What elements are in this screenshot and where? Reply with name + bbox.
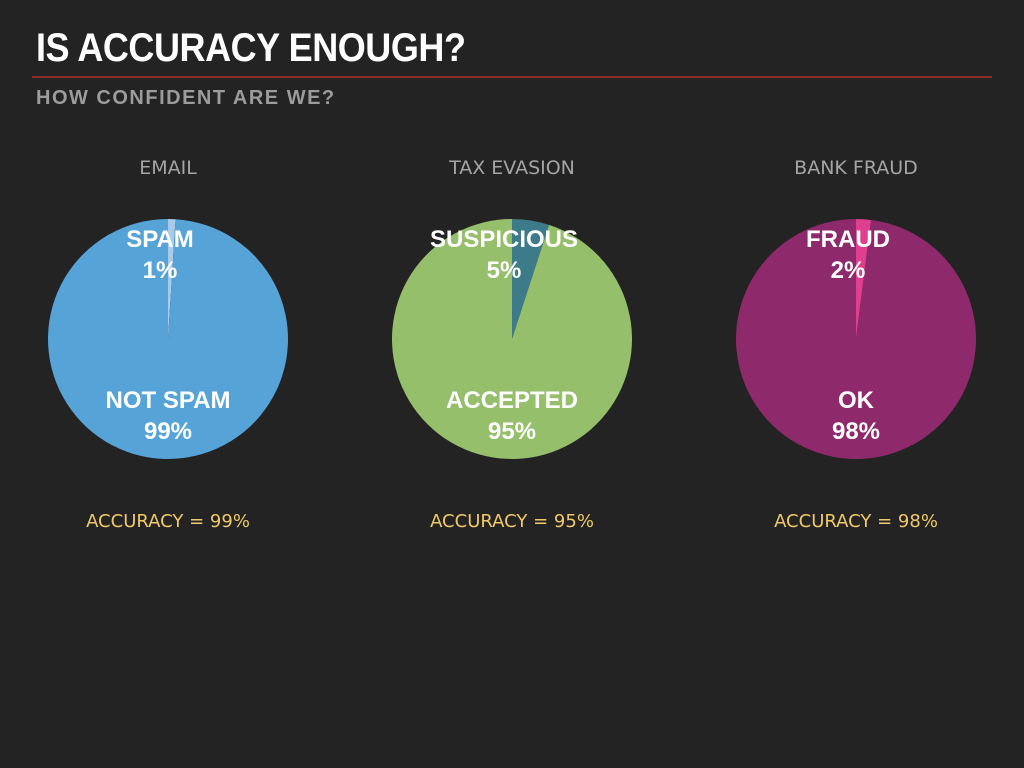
accuracy-caption-bank-fraud: ACCURACY = 98% (774, 511, 938, 532)
slide-subtitle: HOW CONFIDENT ARE WE? (36, 87, 336, 109)
pie-slice-suspicious (512, 219, 550, 339)
pie-slice-spam (168, 219, 176, 339)
title-divider (32, 76, 992, 78)
slice-label-fraud: FRAUD (806, 226, 890, 253)
slide-title: IS ACCURACY ENOUGH? (36, 26, 466, 70)
accuracy-caption-email: ACCURACY = 99% (86, 511, 250, 532)
pie-slice-accepted (391, 219, 632, 460)
slice-value-suspicious: 5% (487, 257, 522, 284)
slice-label-accepted: ACCEPTED (446, 387, 578, 414)
slice-label-not-spam: NOT SPAM (106, 387, 231, 414)
slice-value-accepted: 95% (488, 418, 536, 445)
slice-value-spam: 1% (143, 257, 178, 284)
chart-title-tax-evasion: TAX EVASION (448, 157, 575, 179)
slice-value-fraud: 2% (831, 257, 866, 284)
pie-slice-fraud (856, 219, 872, 339)
pie-chart-email: EMAIL SPAM 1% NOT SPAM 99% ACCURACY = 99% (47, 157, 288, 532)
pie-chart-tax-evasion: TAX EVASION SUSPICIOUS 5% ACCEPTED 95% ACCURA… (391, 157, 632, 532)
chart-title-email: EMAIL (139, 157, 197, 179)
pie-slice-ok (735, 219, 976, 459)
pie-chart-bank-fraud: BANK FRAUD FRAUD 2% OK 98% ACCURACY = 98% (735, 157, 976, 532)
slice-label-spam: SPAM (126, 226, 194, 253)
pie-slice-not-spam (47, 219, 288, 460)
chart-title-bank-fraud: BANK FRAUD (794, 157, 918, 179)
accuracy-caption-tax-evasion: ACCURACY = 95% (430, 511, 594, 532)
slice-label-ok: OK (838, 387, 875, 414)
slice-label-suspicious: SUSPICIOUS (430, 226, 578, 253)
slice-value-not-spam: 99% (144, 418, 192, 445)
slice-value-ok: 98% (832, 418, 880, 445)
